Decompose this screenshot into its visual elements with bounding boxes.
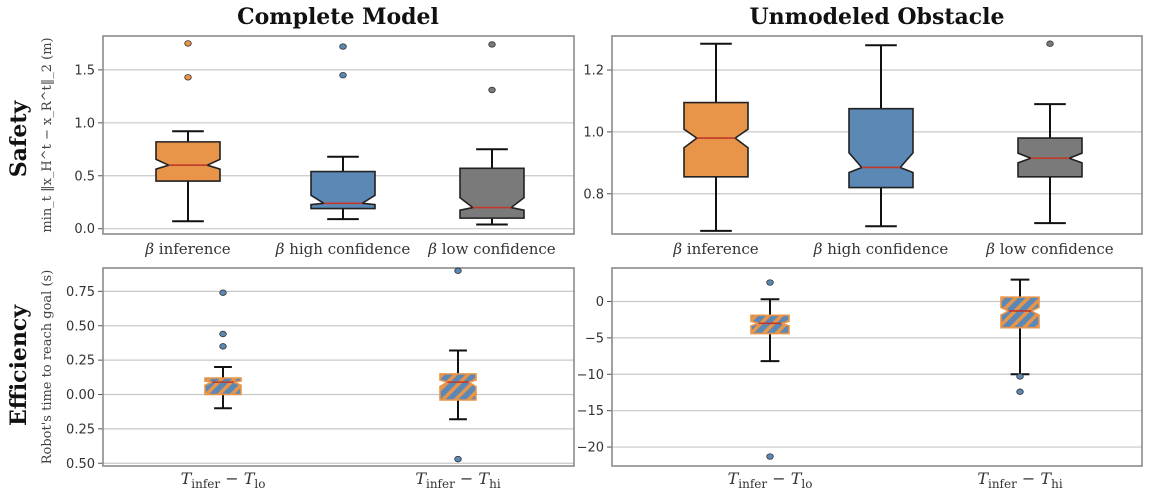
y-tick-label: 0.8 (583, 187, 604, 202)
plot-frame (611, 267, 1143, 467)
chart-panel-efficiency-unmodeled: 0 −5 −10 −15 −20 Tinfer − Tlo Tinfer − Thi (577, 267, 1143, 491)
outlier-point (184, 40, 192, 47)
plot-frame (611, 35, 1143, 235)
outlier-point (219, 343, 227, 350)
y-tick-label: 1.2 (583, 64, 604, 79)
outlier-point (454, 455, 462, 463)
chart-panel-safety-complete: 0.0 0.5 1.0 1.5 min_t ‖x_H^t − x_R^t‖_2 (m) β… (40, 35, 575, 258)
box-body (683, 101, 749, 178)
x-tick-label: Tinfer − Tlo (728, 469, 813, 491)
y-axis-label: min_t ‖x_H^t − x_R^t‖_2 (m) (40, 37, 55, 232)
y-tick-label: 0.50 (66, 457, 95, 472)
outlier-point (339, 71, 347, 79)
column-title-complete-model: Complete Model (237, 4, 439, 30)
box-2 (459, 41, 525, 226)
y-tick-label: 0.75 (66, 285, 95, 300)
box-body (1000, 296, 1040, 329)
box-0 (750, 279, 790, 460)
x-tick-label: Tinfer − Tlo (181, 469, 266, 491)
x-tick-label: β high confidence (813, 240, 949, 258)
box-1 (848, 44, 914, 228)
box-body (439, 373, 477, 401)
x-tick-label: Tinfer − Thi (977, 469, 1063, 491)
y-axis-label: Robot's time to reach goal (s) (40, 270, 55, 465)
outlier-point (219, 330, 227, 338)
box-body (155, 141, 221, 182)
y-tick-label: 1.5 (74, 63, 95, 78)
outlier-point (454, 267, 462, 274)
x-tick-label: β low confidence (427, 240, 556, 258)
box-2 (1017, 40, 1083, 225)
box-1 (1000, 278, 1040, 395)
y-tick-label: −20 (577, 441, 604, 456)
box-body (848, 107, 914, 189)
box-body (310, 170, 376, 210)
y-tick-label: 0.25 (66, 422, 95, 437)
chart-panel-safety-unmodeled: 0.8 1.0 1.2 β inference β high confidence β l… (583, 35, 1143, 258)
y-tick-label: −15 (577, 404, 604, 419)
outlier-point (488, 86, 496, 94)
y-tick-label: 1.0 (74, 116, 95, 131)
box-0 (155, 40, 221, 223)
chart-panel-efficiency-complete: 0.75 0.50 0.25 0.00 0.25 0.50 Robot's time to … (40, 267, 575, 491)
y-tick-label: 1.0 (583, 125, 604, 140)
outlier-point (339, 43, 347, 50)
y-tick-label: 0.25 (66, 354, 95, 369)
outlier-point (184, 74, 192, 81)
y-tick-label: 0.0 (74, 222, 95, 237)
x-tick-label: β low confidence (985, 240, 1114, 258)
x-tick-label: β inference (672, 240, 758, 258)
outlier-point (766, 279, 774, 286)
plot-frame (102, 35, 575, 235)
column-title-unmodeled-obstacle: Unmodeled Obstacle (749, 4, 1005, 30)
outlier-point (766, 453, 774, 460)
y-tick-label: 0.50 (66, 319, 95, 334)
x-tick-label: Tinfer − Thi (415, 469, 501, 491)
y-tick-label: 0 (596, 295, 604, 310)
box-body (459, 167, 525, 219)
box-1 (310, 43, 376, 221)
y-tick-label: 0.5 (74, 169, 95, 184)
outlier-point (1046, 40, 1054, 47)
y-tick-label: −10 (577, 368, 604, 383)
box-0 (204, 289, 242, 410)
box-body (204, 377, 242, 396)
outlier-point (1016, 388, 1024, 395)
plot-frame (102, 267, 575, 467)
x-tick-label: β high confidence (275, 240, 411, 258)
y-tick-label: 0.00 (66, 388, 95, 403)
outlier-point (488, 41, 496, 48)
box-1 (439, 267, 477, 463)
outlier-point (219, 289, 227, 296)
x-tick-label: β inference (144, 240, 230, 258)
box-0 (683, 42, 749, 232)
box-body (750, 314, 790, 335)
outlier-point (1016, 373, 1024, 380)
y-tick-label: −5 (585, 331, 604, 346)
